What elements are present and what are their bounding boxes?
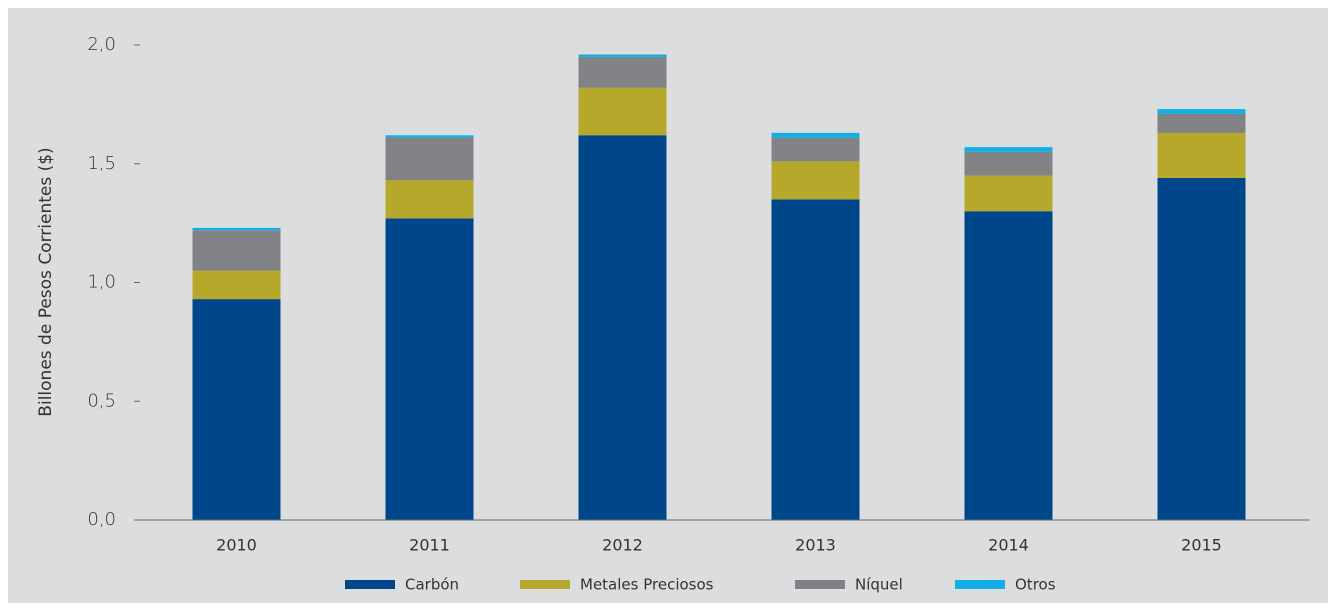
x-tick-label: 2010 <box>216 536 257 555</box>
bar-segment <box>964 151 1053 176</box>
legend-label: Otros <box>1015 576 1056 594</box>
bar-segment <box>771 199 860 520</box>
bar-segment <box>385 180 474 219</box>
y-tick-label: 0,5 <box>87 390 116 411</box>
bar-segment <box>964 175 1053 212</box>
legend-swatch <box>345 580 395 589</box>
bar-segment <box>1157 109 1246 114</box>
legend-label: Metales Preciosos <box>580 576 714 594</box>
legend-label: Níquel <box>855 576 903 594</box>
bar-segment <box>1157 132 1246 178</box>
x-tick-label: 2013 <box>795 536 836 555</box>
bar-segment <box>578 54 667 57</box>
bar-segment <box>964 147 1053 152</box>
bar-segment <box>771 137 860 162</box>
x-tick-label: 2014 <box>988 536 1029 555</box>
bar-segment <box>771 161 860 200</box>
bar-segment <box>385 137 474 181</box>
bar-segment <box>192 230 281 271</box>
legend-swatch <box>955 580 1005 589</box>
bar-segment <box>192 299 281 520</box>
bar-segment <box>385 135 474 138</box>
x-tick-label: 2011 <box>409 536 450 555</box>
legend-swatch <box>520 580 570 589</box>
bar-segment <box>578 56 667 88</box>
bar-segment <box>1157 178 1246 520</box>
y-tick-label: 0,0 <box>87 509 116 530</box>
y-tick-label: 1,0 <box>87 272 116 293</box>
bar-segment <box>578 87 667 136</box>
bar-segment <box>385 218 474 520</box>
y-axis-title: Billones de Pesos Corrientes ($) <box>36 147 56 416</box>
bar-segment <box>964 211 1053 520</box>
bar-segment <box>578 135 667 520</box>
y-tick-label: 1,5 <box>87 153 116 174</box>
bar-segment <box>771 132 860 138</box>
bar-segment <box>192 227 281 231</box>
legend-swatch <box>795 580 845 589</box>
x-tick-label: 2015 <box>1181 536 1222 555</box>
legend-label: Carbón <box>405 576 459 594</box>
x-tick-label: 2012 <box>602 536 643 555</box>
bar-segment <box>1157 113 1246 133</box>
bar-segment <box>192 270 281 300</box>
y-tick-label: 2,0 <box>87 34 116 55</box>
